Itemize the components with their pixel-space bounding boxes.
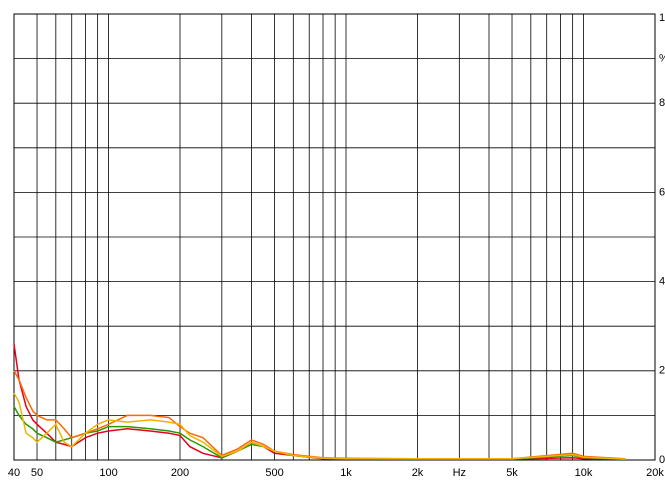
data-line xyxy=(13,370,626,460)
x-tick-label: 500 xyxy=(265,467,283,479)
y-tick-label: 4 xyxy=(659,276,665,288)
x-unit-label: Hz xyxy=(453,467,466,479)
x-tick-label: 100 xyxy=(99,467,117,479)
data-line xyxy=(13,406,626,460)
y-tick-label: 8 xyxy=(659,97,665,109)
x-tick-label: 5k xyxy=(506,467,518,479)
x-tick-label: 2k xyxy=(412,467,424,479)
x-tick-label: 10k xyxy=(575,467,593,479)
y-tick-label: 2 xyxy=(659,365,665,377)
x-tick-label: 200 xyxy=(171,467,189,479)
x-tick-label: 50 xyxy=(31,467,43,479)
y-tick-label: 10 xyxy=(659,12,665,24)
x-tick-label: 20k xyxy=(646,467,664,479)
plot-frame xyxy=(13,13,656,461)
data-line xyxy=(13,343,626,460)
x-tick-label: 40 xyxy=(8,467,20,479)
y-tick-label: 0 xyxy=(659,454,665,466)
data-line xyxy=(13,392,626,460)
x-tick-label: 1k xyxy=(340,467,352,479)
y-tick-label: 6 xyxy=(659,186,665,198)
y-axis-label: % xyxy=(659,53,665,65)
